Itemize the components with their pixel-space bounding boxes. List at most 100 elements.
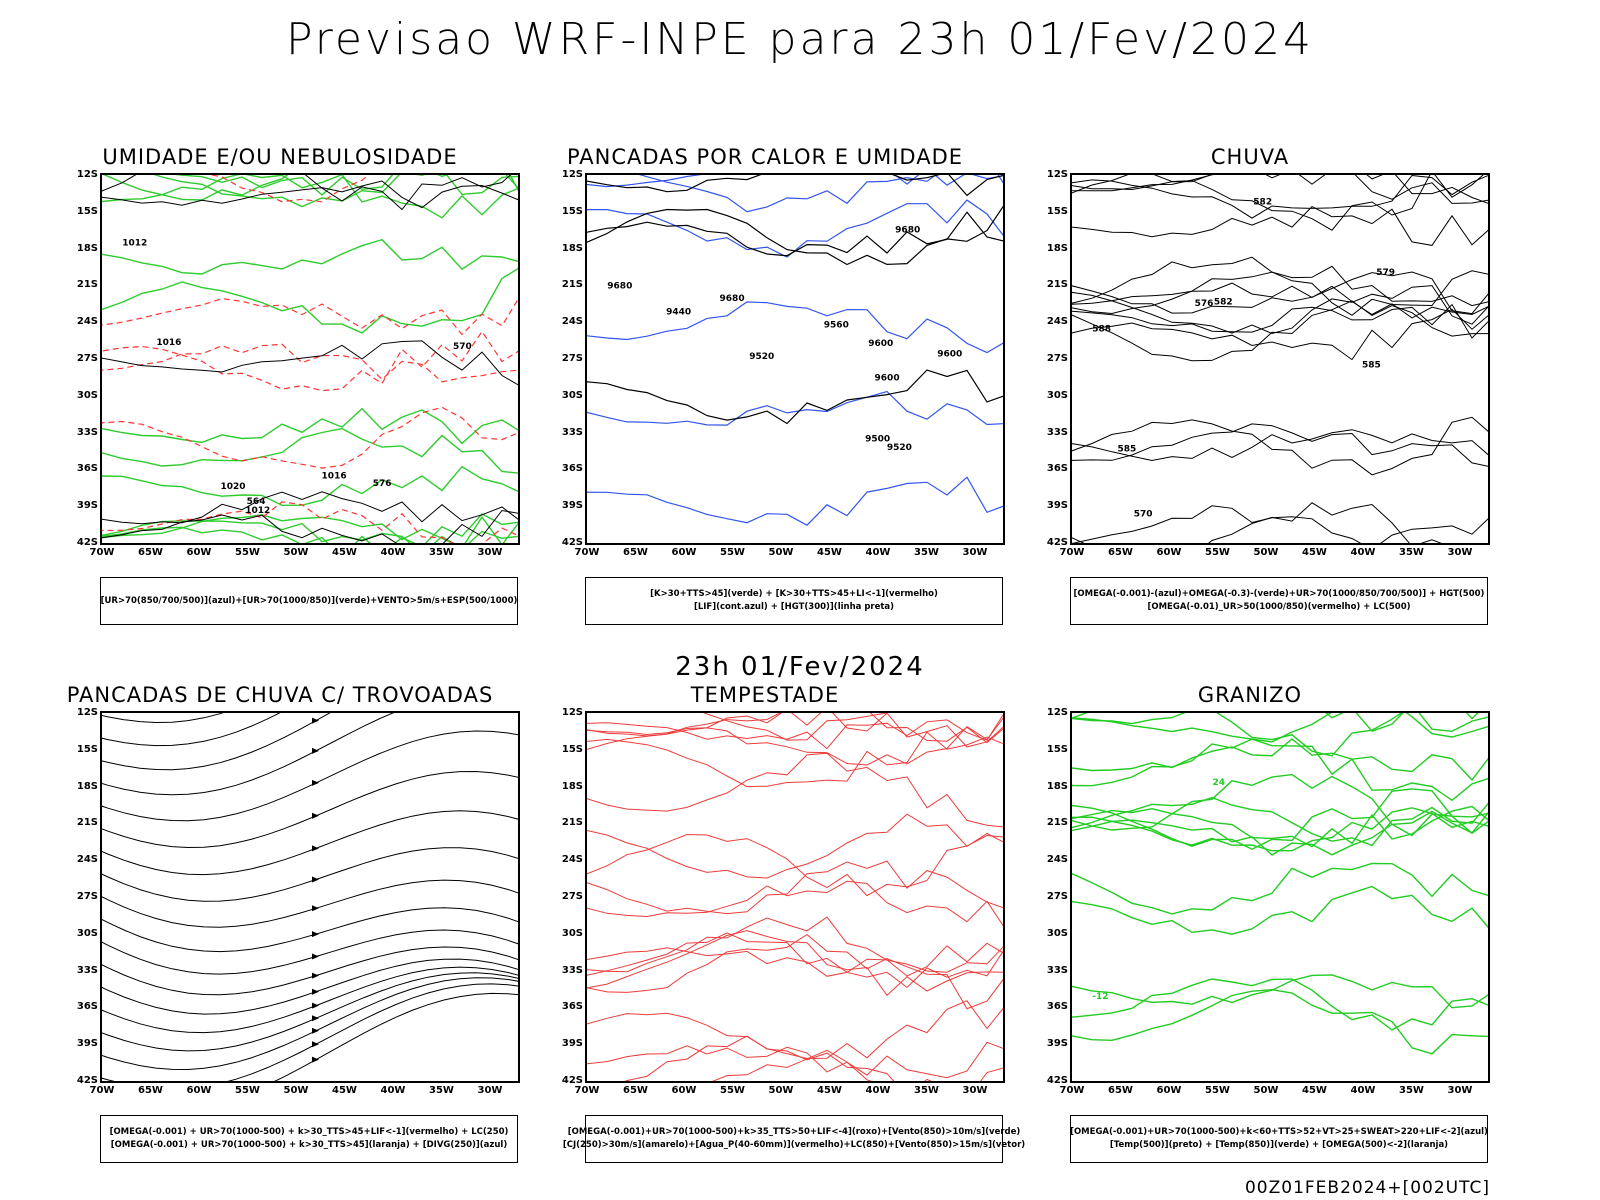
latitude-tick-label: 24S bbox=[561, 854, 583, 866]
longitude-tick-label: 60W bbox=[186, 1085, 212, 1096]
longitude-tick-label: 60W bbox=[671, 547, 697, 558]
latitude-tick-label: 42S bbox=[1046, 537, 1068, 548]
pressure-contour bbox=[102, 340, 518, 386]
humidity-contour bbox=[102, 407, 518, 445]
panel-legend: [OMEGA(-0.001) + UR>70(1000-500) + k>30_… bbox=[100, 1115, 518, 1163]
streamline-arrow bbox=[312, 1041, 319, 1048]
longitude-tick-label: 30W bbox=[477, 1085, 503, 1096]
streamline bbox=[102, 983, 518, 1081]
latitude-tick-label: 27S bbox=[561, 353, 583, 364]
longitude-tick-label: 50W bbox=[283, 1085, 309, 1096]
longitude-tick-label: 70W bbox=[1059, 1085, 1085, 1096]
longitude-tick-label: 30W bbox=[1447, 1085, 1473, 1096]
longitude-tick-label: 40W bbox=[1350, 547, 1376, 558]
latitude-tick-label: 36S bbox=[561, 463, 583, 475]
contour-label: -12 bbox=[1092, 992, 1108, 1002]
longitude-tick-label: 60W bbox=[671, 1085, 697, 1096]
lifted-index-contour bbox=[587, 175, 1003, 188]
contour-label: 9680 bbox=[720, 294, 745, 304]
latitude-tick-label: 18S bbox=[76, 780, 98, 792]
water-vapor-contour bbox=[587, 714, 1003, 750]
contour-label: 570 bbox=[1134, 510, 1153, 520]
lifted-index-contour bbox=[587, 476, 1003, 526]
longitude-tick-label: 35W bbox=[914, 1085, 939, 1096]
panel-tempestade: TEMPESTADE 12S 15S 18S 21S 24S 27S 30S 33S 36S 39S… bbox=[525, 683, 1025, 1163]
water-vapor-contour bbox=[624, 1035, 1003, 1081]
contour-label: 9680 bbox=[607, 282, 632, 292]
longitude-tick-label: 60W bbox=[186, 547, 212, 558]
panel-granizo: GRANIZO 12S 15S 18S 21S 24S 27S 30S 33S 36S 39S 42S… bbox=[1010, 683, 1490, 1163]
legend-line: [OMEGA(-0.001)-(azul)+OMEGA(-0.3)-(verde… bbox=[1073, 589, 1485, 599]
streamline bbox=[102, 730, 518, 822]
longitude-tick-label: 40W bbox=[865, 1085, 891, 1096]
humidity-contour bbox=[153, 175, 518, 208]
streamline bbox=[102, 958, 518, 1015]
longitude-tick-label: 55W bbox=[1205, 547, 1230, 558]
contour-label: 579 bbox=[1376, 268, 1395, 278]
height-contour bbox=[587, 205, 1003, 266]
streamline-arrow bbox=[312, 931, 319, 938]
humidity-contour bbox=[102, 514, 518, 543]
contour-label: 1016 bbox=[322, 472, 347, 482]
panel-title: UMIDADE E/OU NEBULOSIDADE bbox=[102, 145, 458, 169]
thickness-contour bbox=[209, 175, 370, 203]
lifted-index-contour bbox=[587, 390, 1003, 426]
water-vapor-contour bbox=[587, 713, 1003, 744]
longitude-tick-label: 35W bbox=[429, 1085, 454, 1096]
latitude-tick-label: 18S bbox=[76, 242, 98, 254]
height-contour bbox=[1072, 505, 1488, 543]
streamline-arrow bbox=[312, 972, 319, 979]
longitude-tick-label: 65W bbox=[623, 1085, 648, 1096]
longitude-tick-label: 45W bbox=[817, 1085, 842, 1096]
lifted-index-contour bbox=[638, 175, 1003, 213]
latitude-tick-label: 39S bbox=[561, 500, 583, 512]
map-svg bbox=[102, 713, 518, 1081]
temperature-850-contour bbox=[1072, 862, 1488, 915]
contour-label: 9600 bbox=[868, 339, 893, 349]
latitude-tick-label: 27S bbox=[76, 891, 98, 902]
height-contour bbox=[587, 369, 1003, 425]
latitude-tick-label: 42S bbox=[1046, 1075, 1068, 1086]
contour-label: 570 bbox=[453, 342, 472, 352]
panel-legend: [UR>70(850/700/500)](azul)+[UR>70(1000/8… bbox=[100, 577, 518, 625]
panel-legend: [OMEGA(-0.001)+UR>70(1000-500)+k<60+TTS>… bbox=[1070, 1115, 1488, 1163]
streamline bbox=[102, 972, 518, 1052]
contour-label: 9500 bbox=[865, 434, 890, 444]
panel-title: PANCADAS DE CHUVA C/ TROVOADAS bbox=[66, 683, 494, 707]
height-contour bbox=[1072, 265, 1488, 315]
latitude-tick-label: 21S bbox=[561, 817, 583, 829]
temperature-850-contour bbox=[1072, 738, 1488, 802]
legend-line: [LIF](cont.azul) + [HGT(300)](linha pret… bbox=[693, 602, 895, 612]
legend-line: [OMEGA(-0.001) + UR>70(1000-500) + k>30_… bbox=[109, 1127, 509, 1137]
panel-legend: [OMEGA(-0.001)-(azul)+OMEGA(-0.3)-(verde… bbox=[1070, 577, 1488, 625]
water-vapor-contour bbox=[587, 833, 1003, 897]
legend-line: [CJ(250)>30m/s](amarelo)+[Agua_P(40-60mm… bbox=[562, 1140, 1026, 1150]
temperature-850-contour bbox=[1072, 738, 1488, 781]
latitude-tick-label: 24S bbox=[76, 854, 98, 866]
latitude-tick-label: 18S bbox=[1046, 242, 1068, 254]
latitude-tick-label: 30S bbox=[561, 927, 583, 939]
latitude-tick-label: 12S bbox=[1046, 707, 1068, 718]
streamline bbox=[102, 770, 518, 849]
latitude-tick-label: 33S bbox=[1046, 426, 1068, 438]
legend-line: [OMEGA(-0.01)_UR>50(1000/850)(vermelho) … bbox=[1147, 602, 1411, 612]
latitude-tick-label: 18S bbox=[1046, 780, 1068, 792]
water-vapor-contour bbox=[587, 813, 1003, 879]
valid-time-title: 23h 01/Fev/2024 bbox=[675, 652, 925, 682]
water-vapor-contour bbox=[587, 930, 1003, 997]
temperature-850-contour bbox=[1072, 713, 1488, 743]
humidity-contour bbox=[102, 238, 518, 275]
thickness-contour bbox=[102, 501, 518, 543]
latitude-tick-label: 12S bbox=[76, 169, 98, 180]
height-contour bbox=[1072, 308, 1488, 361]
height-contour bbox=[1072, 175, 1488, 219]
latitude-tick-label: 12S bbox=[561, 169, 583, 180]
longitude-tick-label: 40W bbox=[865, 547, 891, 558]
streamline-arrow bbox=[312, 905, 319, 912]
latitude-tick-label: 15S bbox=[76, 205, 98, 217]
streamline bbox=[102, 977, 518, 1071]
humidity-contour bbox=[102, 175, 518, 219]
latitude-tick-label: 15S bbox=[1046, 743, 1068, 755]
longitude-tick-label: 50W bbox=[1253, 547, 1279, 558]
thickness-contour bbox=[102, 330, 518, 392]
